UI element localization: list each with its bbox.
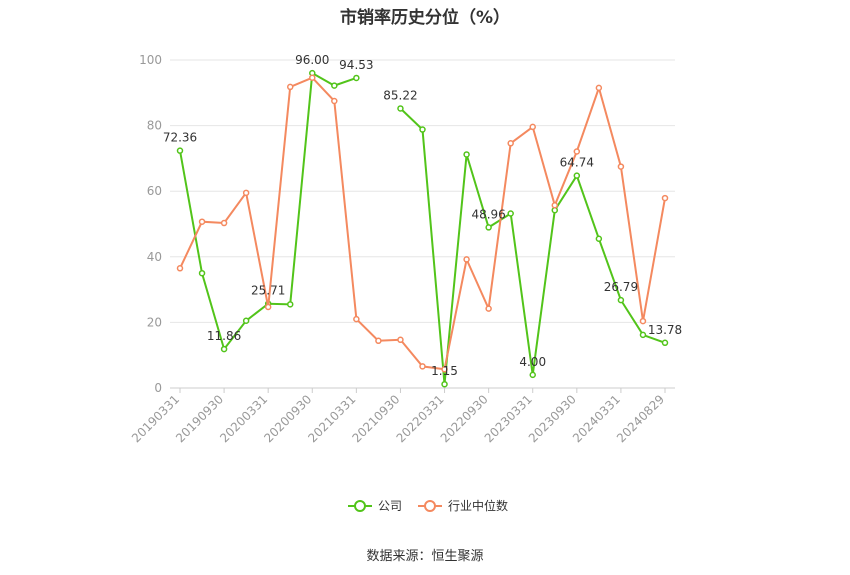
data-point-0 xyxy=(639,331,647,339)
y-tick-label: 20 xyxy=(147,315,162,329)
data-label: 64.74 xyxy=(560,156,594,170)
chart-title: 市销率历史分位（%） xyxy=(339,8,511,28)
legend-label: 行业中位数 xyxy=(448,498,508,513)
grid-layer xyxy=(170,59,675,389)
data-point-0 xyxy=(220,345,228,353)
data-point-1 xyxy=(661,194,669,202)
legend-marker xyxy=(354,500,366,512)
legend-item-company[interactable]: 公司 xyxy=(348,499,402,513)
data-point-1 xyxy=(176,265,184,272)
data-point-1 xyxy=(309,74,316,81)
series-layer xyxy=(176,69,669,388)
data-label: 26.79 xyxy=(604,280,638,294)
data-point-0 xyxy=(595,235,603,243)
data-point-1 xyxy=(331,97,338,105)
legend-item-industry[interactable]: 行业中位数 xyxy=(418,498,508,513)
data-label: 25.71 xyxy=(251,284,285,298)
data-point-1 xyxy=(507,140,514,147)
y-tick-label: 40 xyxy=(147,250,162,264)
data-point-1 xyxy=(419,363,426,370)
data-point-1 xyxy=(220,219,228,227)
legend[interactable]: 公司 行业中位数 xyxy=(348,498,508,513)
data-label: 96.00 xyxy=(295,53,329,67)
data-label: 1.15 xyxy=(431,364,458,378)
data-point-1 xyxy=(595,84,603,92)
data-point-1 xyxy=(242,189,250,197)
series-line-0 xyxy=(399,107,666,385)
data-point-0 xyxy=(573,172,581,179)
data-point-0 xyxy=(397,105,404,112)
y-tick-label: 0 xyxy=(154,381,162,395)
legend-label: 公司 xyxy=(378,499,402,513)
data-point-0 xyxy=(286,301,294,308)
data-point-1 xyxy=(353,315,360,323)
data-point-1 xyxy=(639,317,647,325)
data-label: 48.96 xyxy=(471,207,505,221)
data-label: 94.53 xyxy=(339,58,373,72)
data-point-0 xyxy=(617,296,625,304)
data-label: 13.78 xyxy=(648,323,682,337)
data-point-0 xyxy=(441,380,448,388)
data-point-1 xyxy=(551,202,559,209)
data-point-0 xyxy=(242,317,250,325)
data-point-1 xyxy=(198,218,206,225)
data-point-1 xyxy=(375,337,382,345)
data-point-1 xyxy=(573,148,581,155)
data-point-1 xyxy=(529,123,536,131)
data-point-1 xyxy=(617,163,625,170)
data-label-layer: 72.36 11.86 25.71 96.00 94.53 85.22 1.15 48.96 4… xyxy=(163,53,682,378)
y-tick-label: 60 xyxy=(147,184,162,198)
data-point-1 xyxy=(264,303,272,311)
axis-layer: 0204060801002019033120190930202003312020… xyxy=(129,53,667,445)
data-point-1 xyxy=(397,336,404,344)
x-tick-label: 20240829 xyxy=(614,392,667,445)
data-point-0 xyxy=(485,224,492,231)
data-point-1 xyxy=(286,83,294,91)
data-label: 4.00 xyxy=(519,355,546,369)
data-label: 11.86 xyxy=(207,329,241,343)
y-tick-label: 80 xyxy=(147,119,162,133)
data-point-0 xyxy=(529,371,536,379)
legend-marker xyxy=(424,500,436,512)
data-point-0 xyxy=(507,210,514,217)
source-note: 数据来源：恒生聚源 xyxy=(366,549,484,564)
data-point-0 xyxy=(419,126,426,133)
data-point-0 xyxy=(463,151,470,158)
data-point-0 xyxy=(353,74,360,82)
data-point-1 xyxy=(441,366,448,373)
data-point-0 xyxy=(331,82,338,89)
data-label: 85.22 xyxy=(383,88,417,102)
y-tick-label: 100 xyxy=(139,53,162,67)
data-point-0 xyxy=(661,339,669,347)
data-point-1 xyxy=(485,305,492,312)
data-point-1 xyxy=(463,256,470,263)
data-label: 72.36 xyxy=(163,131,197,145)
data-point-0 xyxy=(176,147,184,154)
series-line-1 xyxy=(179,76,666,371)
data-point-0 xyxy=(198,269,206,277)
